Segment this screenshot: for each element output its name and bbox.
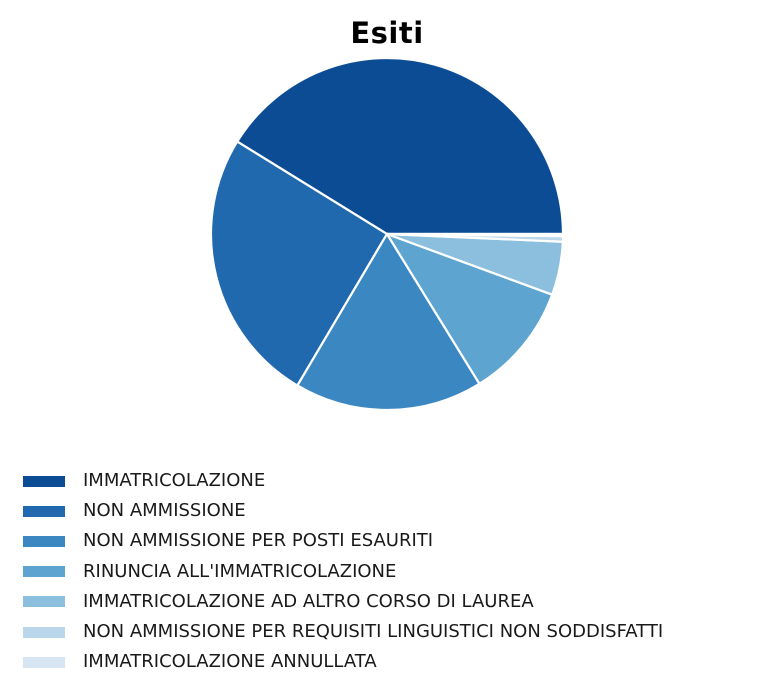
legend-label: NON AMMISSIONE — [83, 500, 246, 522]
legend-swatch — [23, 626, 65, 638]
legend-item: IMMATRICOLAZIONE — [23, 466, 663, 496]
legend-swatch — [23, 566, 65, 578]
legend-item: IMMATRICOLAZIONE AD ALTRO CORSO DI LAURE… — [23, 587, 663, 617]
legend-label: RINUNCIA ALL'IMMATRICOLAZIONE — [83, 560, 397, 582]
legend-swatch — [23, 596, 65, 608]
legend-swatch — [23, 475, 65, 487]
pie-slice-3 — [296, 232, 481, 412]
pie-chart — [209, 56, 565, 412]
legend-swatch — [23, 656, 65, 668]
legend-swatch — [23, 535, 65, 547]
legend-label: NON AMMISSIONE PER POSTI ESAURITI — [83, 530, 434, 552]
legend-item: NON AMMISSIONE PER POSTI ESAURITI — [23, 526, 663, 556]
pie-slice-1 — [236, 56, 565, 236]
legend-label: IMMATRICOLAZIONE — [83, 470, 266, 492]
legend-item: IMMATRICOLAZIONE ANNULLATA — [23, 647, 663, 677]
legend-label: IMMATRICOLAZIONE AD ALTRO CORSO DI LAURE… — [83, 590, 534, 612]
pie-slice-7 — [385, 232, 565, 238]
legend-item: NON AMMISSIONE — [23, 496, 663, 526]
chart-legend: IMMATRICOLAZIONE NON AMMISSIONE NON AMMISS… — [23, 466, 663, 677]
legend-item: RINUNCIA ALL'IMMATRICOLAZIONE — [23, 557, 663, 587]
legend-item: NON AMMISSIONE PER REQUISITI LINGUISTICI… — [23, 617, 663, 647]
chart-title: Esiti — [350, 16, 424, 50]
legend-label: IMMATRICOLAZIONE ANNULLATA — [83, 651, 377, 673]
pie-slice-2 — [209, 140, 389, 387]
legend-swatch — [23, 505, 65, 517]
legend-label: NON AMMISSIONE PER REQUISITI LINGUISTICI… — [83, 621, 664, 643]
pie-slice-4 — [385, 232, 554, 385]
